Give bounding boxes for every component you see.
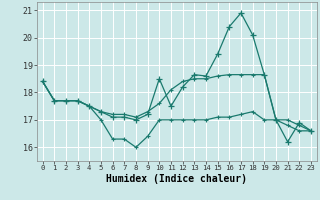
X-axis label: Humidex (Indice chaleur): Humidex (Indice chaleur) (106, 174, 247, 184)
